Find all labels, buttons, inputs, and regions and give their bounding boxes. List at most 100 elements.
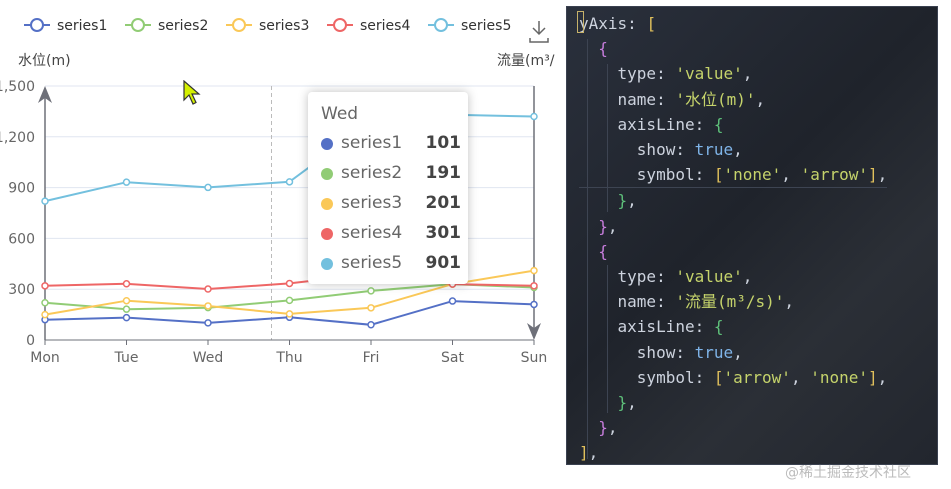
code-token: 'arrow'	[800, 165, 868, 185]
data-point-series5	[41, 197, 49, 205]
y-axis-right-arrow	[527, 323, 541, 340]
data-point-series3	[367, 304, 375, 312]
data-point-series4	[204, 285, 212, 293]
y-axis-left-arrow	[38, 86, 52, 103]
code-token: name	[617, 89, 657, 109]
tooltip-series-value: 301	[425, 223, 462, 243]
code-token: 'none'	[810, 367, 868, 387]
x-tick-label: Mon	[30, 350, 60, 366]
y-tick-label: 0	[26, 333, 35, 349]
tooltip: Wed series1 101 series2 191 series3 201 …	[308, 92, 468, 284]
legend-marker	[30, 18, 44, 32]
code-token	[579, 393, 618, 412]
code-token: }	[617, 191, 628, 211]
code-line: },	[579, 188, 887, 213]
tooltip-series-value: 191	[425, 163, 462, 183]
data-point-series4	[285, 279, 294, 288]
legend-item-series3[interactable]: series3	[226, 18, 309, 34]
code-token: [	[713, 165, 724, 185]
code-token: :	[656, 292, 676, 312]
tooltip-series-value: 201	[425, 193, 462, 213]
code-text[interactable]: yAxis: [ { type: 'value', name: '水位(m)',…	[579, 11, 888, 466]
code-line: axisLine: {	[579, 112, 887, 137]
tooltip-series-name: series5	[341, 253, 403, 273]
data-point-series4	[41, 282, 49, 290]
legend-item-series5[interactable]: series5	[428, 18, 511, 34]
code-token: :	[675, 342, 695, 362]
code-token: yAxis	[579, 14, 628, 33]
code-token: [	[646, 14, 657, 33]
y-tick-label: 1,500	[0, 79, 35, 95]
legend-item-series4[interactable]: series4	[327, 18, 410, 34]
tooltip-row: series3 201	[321, 192, 461, 216]
code-token: :	[675, 140, 695, 160]
code-token: 'value'	[675, 267, 743, 287]
code-token: {	[598, 241, 608, 261]
data-point-series3	[204, 302, 212, 310]
data-point-series5	[204, 183, 212, 192]
code-token: 'none'	[723, 165, 782, 185]
legend-label: series2	[158, 18, 208, 34]
code-token	[579, 90, 618, 109]
legend-item-series2[interactable]: series2	[125, 18, 208, 34]
code-token	[579, 317, 618, 336]
download-icon[interactable]	[529, 21, 549, 43]
code-token: 'arrow'	[723, 367, 791, 387]
code-token	[579, 115, 618, 134]
code-token: ,	[588, 443, 599, 463]
data-point-series2	[41, 298, 49, 307]
code-token: :	[656, 267, 676, 287]
legend-marker	[131, 18, 145, 32]
code-line: symbol: ['none', 'arrow'],	[579, 162, 888, 189]
data-point-series5	[122, 178, 131, 186]
code-token: show	[636, 342, 676, 362]
data-point-series3	[122, 296, 131, 305]
data-point-series1	[448, 297, 457, 305]
x-tick-label: Sun	[521, 350, 548, 366]
legend-marker	[434, 18, 448, 32]
code-token: ]	[868, 165, 878, 185]
tooltip-row: series2 191	[321, 162, 461, 186]
data-point-series4	[122, 280, 131, 288]
legend-label: series5	[461, 18, 511, 34]
code-token: }	[598, 216, 608, 236]
data-point-series5	[530, 112, 538, 121]
code-token: ,	[607, 418, 618, 438]
legend-marker	[232, 18, 246, 32]
code-token: ,	[627, 393, 637, 413]
code-token: show	[636, 140, 676, 160]
code-token: name	[617, 292, 657, 312]
y-tick-label: 300	[8, 282, 35, 298]
data-point-series3	[41, 310, 49, 319]
data-point-series3	[285, 310, 294, 318]
data-point-series2	[367, 287, 375, 295]
code-token: :	[694, 114, 714, 134]
legend-label: series4	[360, 18, 410, 34]
code-token: ,	[607, 216, 618, 236]
code-line: show: true,	[579, 340, 887, 365]
tooltip-row: series1 101	[321, 132, 461, 156]
indent-guide	[607, 265, 608, 413]
code-token	[579, 267, 618, 286]
legend-item-series1[interactable]: series1	[24, 18, 107, 34]
code-token: ,	[742, 267, 753, 287]
code-token: [	[713, 367, 724, 387]
code-token: :	[656, 64, 676, 84]
code-token: ,	[627, 191, 637, 211]
code-token: }	[598, 418, 608, 438]
code-token: symbol	[636, 165, 695, 185]
code-token: :	[656, 89, 676, 109]
tooltip-dot-series1	[321, 138, 333, 150]
code-token: axisLine	[617, 114, 695, 134]
data-point-series1	[204, 319, 212, 327]
code-line: },	[579, 415, 887, 440]
data-point-series1	[122, 313, 131, 322]
code-editor[interactable]: yAxis: [ { type: 'value', name: '水位(m)',…	[566, 6, 938, 465]
code-token: ]	[868, 367, 878, 387]
code-token	[579, 368, 637, 387]
code-line: yAxis: [	[579, 11, 887, 36]
code-line: },	[579, 214, 887, 239]
legend-label: series1	[57, 18, 107, 34]
code-token: :	[694, 165, 714, 185]
y-tick-label: 600	[8, 231, 35, 247]
